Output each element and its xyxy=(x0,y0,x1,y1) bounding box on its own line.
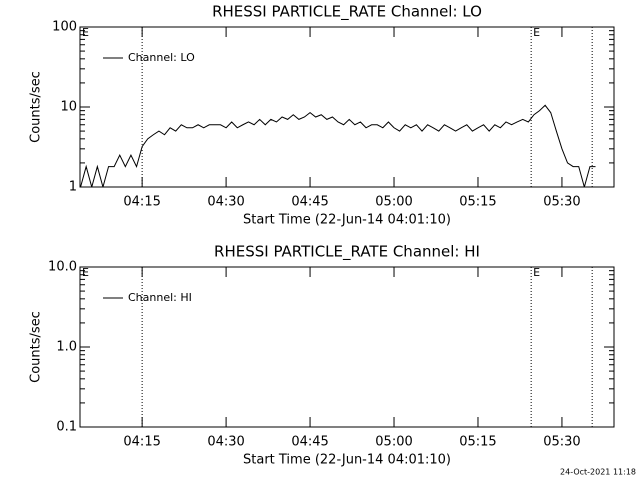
y-tick-label: 0.1 xyxy=(56,420,77,435)
x-tick-label: 05:30 xyxy=(543,195,580,210)
chart-title: RHESSI PARTICLE_RATE Channel: HI xyxy=(214,243,480,262)
x-tick-label: 05:00 xyxy=(375,435,412,450)
x-tick-label: 05:00 xyxy=(375,195,412,210)
legend-label: Channel: HI xyxy=(128,291,192,304)
data-line xyxy=(80,104,596,187)
x-tick-label: 05:15 xyxy=(459,195,496,210)
x-tick-label: 04:45 xyxy=(291,435,328,450)
x-tick-label: 04:45 xyxy=(291,195,328,210)
annotation: E xyxy=(533,266,540,279)
chart-title: RHESSI PARTICLE_RATE Channel: LO xyxy=(212,3,482,22)
y-axis-title: Counts/sec xyxy=(29,311,44,383)
annotation: E xyxy=(82,266,89,279)
annotation: E xyxy=(82,26,89,39)
y-axis-title: Counts/sec xyxy=(29,71,44,143)
x-tick-label: 05:15 xyxy=(459,435,496,450)
y-tick-label: 10 xyxy=(60,100,77,115)
legend-label: Channel: LO xyxy=(128,51,195,64)
x-tick-label: 04:15 xyxy=(123,195,160,210)
x-axis-title: Start Time (22-Jun-14 04:01:10) xyxy=(243,453,451,468)
annotation: E xyxy=(533,26,540,39)
y-tick-label: 100 xyxy=(52,20,77,35)
x-tick-label: 04:15 xyxy=(123,435,160,450)
x-tick-label: 04:30 xyxy=(207,195,244,210)
x-tick-label: 04:30 xyxy=(207,435,244,450)
footer: 24-Oct-2021 11:18 xyxy=(560,468,636,477)
y-tick-label: 10.0 xyxy=(48,260,77,275)
y-tick-label: 1 xyxy=(69,180,77,195)
x-axis-title: Start Time (22-Jun-14 04:01:10) xyxy=(243,213,451,228)
y-tick-label: 1.0 xyxy=(56,340,77,355)
x-tick-label: 05:30 xyxy=(543,435,580,450)
